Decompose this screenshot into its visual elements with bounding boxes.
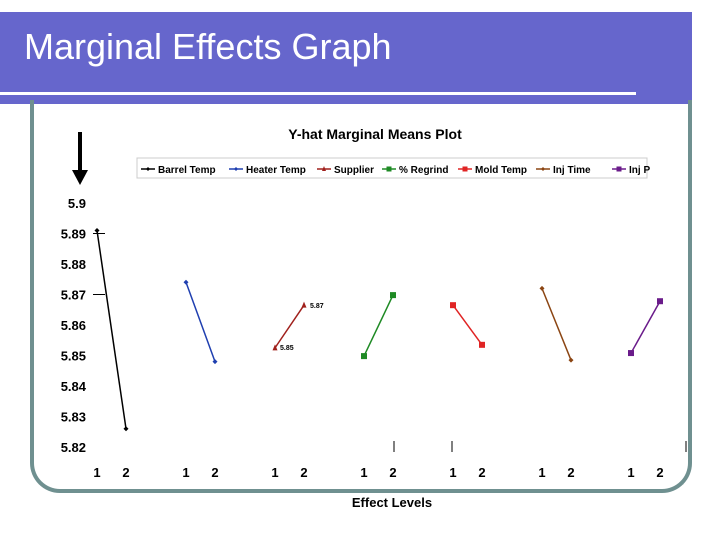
title-underline [0,92,636,95]
data-point [212,359,218,365]
y-tick-label: 5.9 [68,196,86,211]
legend-label: Supplier [334,165,374,176]
legend-label: Inj Time [553,165,591,176]
data-point [628,350,634,357]
legend-entry: Heater Temp [229,165,306,176]
legend-entry: Barrel Temp [141,165,216,176]
data-point [234,167,238,171]
legend-label: Mold Temp [475,165,527,176]
x-tick-label: 1 [538,465,545,480]
data-point [94,227,100,233]
x-tick-label: 1 [271,465,278,480]
x-tick-label: 2 [300,465,307,480]
chart-title: Y-hat Marginal Means Plot [288,126,462,142]
data-point [657,298,663,305]
y-tick-label: 5.84 [61,379,87,394]
x-tick-label: 1 [627,465,634,480]
data-point [322,166,326,171]
series-line [96,230,127,429]
data-point [272,344,278,351]
title-band [0,12,692,104]
series-inj-time [539,285,574,363]
legend-label: Heater Temp [246,165,306,176]
x-tick-label: 2 [389,465,396,480]
legend-entry: Supplier [317,165,374,176]
legend-entry: % Regrind [382,165,448,176]
y-tick-label: 5.89 [61,227,86,242]
x-tick-label: 1 [182,465,189,480]
y-tick-label: 5.88 [61,257,86,272]
legend-entry: Inj P [612,165,650,176]
series-line [363,294,394,357]
data-point [146,167,150,171]
series-line [274,304,305,349]
data-point [123,426,129,432]
data-point [450,302,456,309]
series-line [630,300,661,354]
legend-label: % Regrind [399,165,448,176]
series-line [452,304,483,346]
x-axis: 1 2 1 2 1 2 1 2 1 2 1 2 1 2 [93,441,687,480]
x-tick-label: 1 [360,465,367,480]
y-tick-label: 5.82 [61,440,86,455]
series-barrel-temp [94,227,129,432]
data-point [390,292,396,299]
y-axis: 5.9 5.89 5.88 5.87 5.86 5.85 5.84 5.83 5.82 [61,196,105,455]
x-tick-label: 1 [93,465,100,480]
legend-label: Inj P [629,165,650,176]
x-tick-label: 2 [567,465,574,480]
data-point [462,166,468,172]
content-frame [30,100,692,493]
series-mold-temp [450,302,485,348]
data-point [301,301,307,308]
data-label: 5.87 [310,303,324,310]
series-supplier: 5.85 5.87 [272,301,324,352]
series-line [541,288,572,361]
x-axis-label: Effect Levels [352,495,432,510]
plot-area: 5.85 5.87 [94,227,663,432]
y-tick-label: 5.87 [61,288,86,303]
x-tick-label: 2 [211,465,218,480]
data-point [616,166,622,172]
data-point [479,341,485,348]
chart-legend: Barrel Temp Heater Temp Supplier % Regrind M… [136,157,650,179]
down-arrow-icon [72,132,88,185]
x-tick-label: 2 [656,465,663,480]
slide-title: Marginal Effects Graph [24,26,392,67]
data-point [539,285,545,291]
data-point [183,279,189,285]
legend-entry: Inj Time [536,165,591,176]
series-regrind [361,292,396,360]
data-point [568,357,574,363]
legend-entry: Mold Temp [458,165,527,176]
x-tick-label: 1 [449,465,456,480]
legend-label: Barrel Temp [158,165,216,176]
series-inj-p [628,298,663,357]
data-point [361,353,367,360]
data-point [386,166,392,172]
data-label: 5.85 [280,345,294,352]
x-tick-label: 2 [122,465,129,480]
y-tick-label: 5.86 [61,318,86,333]
series-heater-temp [183,279,218,365]
series-line [185,282,216,362]
y-tick-label: 5.83 [61,410,86,425]
x-tick-label: 2 [478,465,485,480]
data-point [541,167,545,171]
y-tick-label: 5.85 [61,349,86,364]
